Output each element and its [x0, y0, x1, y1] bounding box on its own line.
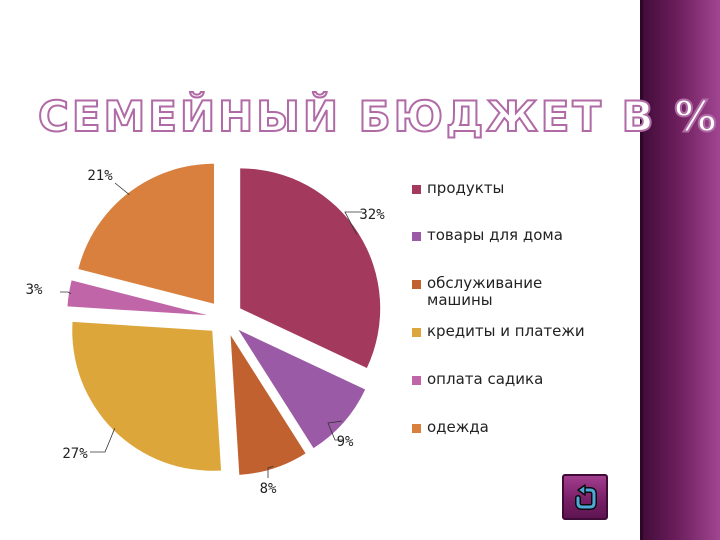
pie-slice-4 — [72, 321, 222, 471]
return-arrow-icon — [575, 484, 597, 510]
legend-item-4: кредиты и платежи — [412, 323, 602, 340]
legend-swatch — [412, 280, 421, 289]
pie-slice-3 — [230, 335, 306, 475]
leader-line-3 — [267, 465, 274, 478]
legend-item-2: товары для дома — [412, 227, 602, 244]
leader-line-4 — [90, 428, 116, 453]
pie-slice-2 — [238, 329, 366, 449]
leader-line-6 — [114, 182, 130, 196]
data-label-2: 9% — [337, 434, 354, 450]
data-label-6: 21% — [87, 168, 113, 184]
legend-label: одежда — [427, 418, 489, 436]
legend-item-3: обслуживание машины — [412, 275, 602, 309]
leader-line-2 — [327, 420, 343, 441]
legend-swatch — [412, 376, 421, 385]
data-label-4: 27% — [62, 446, 88, 462]
decorative-side-band — [640, 0, 720, 540]
legend-swatch — [412, 328, 421, 337]
pie-slice-1 — [240, 168, 381, 368]
leader-line-5 — [60, 291, 72, 294]
slide-title: СЕМЕЙНЫЙ БЮДЖЕТ В %. — [37, 91, 720, 142]
legend-label: оплата садика — [427, 370, 544, 388]
legend-label: кредиты и платежи — [427, 322, 585, 340]
pie-slice-6 — [78, 163, 214, 304]
pie-slice-5 — [67, 280, 208, 316]
legend-label: товары для дома — [427, 226, 563, 244]
legend-swatch — [412, 424, 421, 433]
legend-label: обслуживание машины — [427, 274, 543, 309]
return-button[interactable] — [562, 474, 608, 520]
data-label-5: 3% — [26, 282, 43, 298]
legend-swatch — [412, 185, 421, 194]
data-label-3: 8% — [260, 481, 277, 497]
legend-item-1: продукты — [412, 180, 602, 197]
legend-label: продукты — [427, 179, 505, 197]
data-label-1: 32% — [359, 207, 385, 223]
leader-line-1 — [344, 211, 362, 235]
legend-item-6: одежда — [412, 419, 602, 436]
legend-swatch — [412, 232, 421, 241]
legend-item-5: оплата садика — [412, 371, 602, 388]
